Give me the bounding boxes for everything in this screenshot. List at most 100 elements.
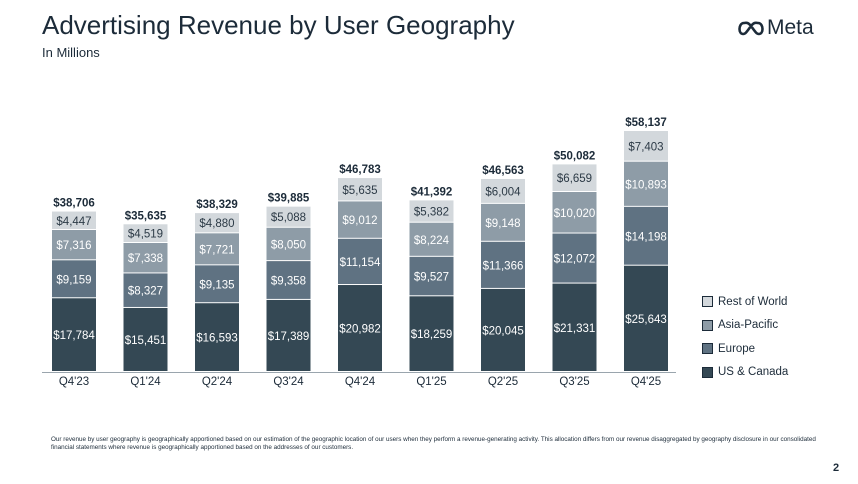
data-label: $8,050 — [271, 239, 306, 251]
legend-item: Rest of World — [702, 290, 788, 314]
data-label: $14,198 — [625, 231, 667, 243]
bar-total-label: $38,329 — [196, 199, 238, 211]
x-tick-label: Q4'25 — [631, 376, 661, 388]
bar-segment-europe — [338, 238, 382, 285]
bar-segment-rest-of-world — [624, 131, 668, 161]
bar-segment-rest-of-world — [195, 213, 239, 233]
bar-segment-europe — [195, 265, 239, 303]
data-label: $10,020 — [554, 208, 596, 220]
data-label: $12,072 — [554, 254, 596, 266]
data-label: $5,382 — [414, 207, 449, 219]
bar-segment-rest-of-world — [409, 200, 454, 222]
x-tick-label: Q4'23 — [59, 376, 89, 388]
x-tick-label: Q1'25 — [416, 376, 446, 388]
bar-segment-rest-of-world — [552, 164, 597, 191]
data-label: $21,331 — [554, 323, 596, 335]
legend-label: Asia-Pacific — [718, 319, 779, 332]
bar-segment-us-canada — [123, 307, 168, 371]
data-label: $9,135 — [199, 279, 234, 291]
bar-segment-asia-pacific — [624, 161, 668, 206]
bar-segment-europe — [266, 261, 311, 299]
bar-segment-europe — [481, 241, 525, 288]
data-label: $15,451 — [125, 335, 167, 347]
data-label: $8,224 — [414, 235, 450, 247]
data-label: $9,012 — [342, 215, 377, 227]
bar-total-label: $46,563 — [482, 165, 524, 177]
data-label: $9,358 — [271, 276, 306, 288]
data-label: $9,527 — [414, 272, 449, 284]
data-label: $4,447 — [56, 216, 91, 228]
x-tick-label: Q2'24 — [202, 376, 233, 388]
legend-swatch — [702, 296, 713, 308]
data-label: $5,635 — [342, 185, 377, 197]
bar-segment-us-canada — [409, 296, 454, 371]
bar-segment-rest-of-world — [123, 224, 168, 243]
bar-segment-asia-pacific — [123, 243, 168, 273]
data-label: $10,893 — [625, 179, 667, 191]
x-tick-label: Q4'24 — [345, 376, 376, 388]
x-tick-label: Q3'24 — [273, 376, 304, 388]
meta-logo: Meta — [738, 14, 814, 42]
data-label: $25,643 — [625, 314, 667, 326]
data-label: $6,004 — [485, 186, 521, 198]
bar-segment-asia-pacific — [409, 222, 454, 256]
data-label: $7,316 — [56, 240, 91, 252]
data-label: $9,148 — [485, 218, 520, 230]
data-label: $9,159 — [56, 274, 91, 286]
bar-total-label: $39,885 — [268, 193, 310, 205]
data-label: $8,327 — [128, 286, 163, 298]
bar-segment-asia-pacific — [52, 229, 96, 260]
bar-segment-rest-of-world — [338, 178, 382, 201]
bar-segment-asia-pacific — [481, 203, 525, 241]
legend-item: Europe — [702, 337, 788, 361]
bar-segment-europe — [52, 260, 96, 298]
bar-segment-europe — [552, 233, 597, 283]
data-label: $17,389 — [268, 331, 310, 343]
bar-segment-us-canada — [624, 265, 668, 371]
data-label: $4,519 — [128, 229, 163, 241]
bar-segment-us-canada — [195, 303, 239, 371]
legend-label: Europe — [718, 342, 756, 355]
bar-segment-us-canada — [266, 299, 311, 371]
legend-swatch — [702, 343, 713, 355]
bar-segment-rest-of-world — [52, 211, 96, 229]
footnote: Our revenue by user geography is geograp… — [51, 436, 816, 451]
bar-segment-europe — [624, 206, 668, 265]
bar-total-label: $35,635 — [125, 210, 167, 222]
meta-infinity-icon — [738, 20, 764, 35]
legend-item: US & Canada — [702, 361, 788, 385]
data-label: $18,259 — [411, 329, 453, 341]
chart-legend: Rest of World Asia-Pacific Europe US & Cana… — [702, 290, 788, 384]
bar-segment-us-canada — [52, 298, 96, 371]
bar-segment-europe — [409, 256, 454, 296]
data-label: $20,982 — [339, 324, 381, 336]
x-tick-label: Q3'25 — [559, 376, 589, 388]
bar-segment-us-canada — [338, 285, 382, 371]
bar-segment-us-canada — [552, 283, 597, 371]
bar-total-label: $58,137 — [625, 117, 667, 129]
data-label: $6,659 — [557, 173, 592, 185]
data-label: $7,338 — [128, 253, 163, 265]
bar-segment-asia-pacific — [338, 201, 382, 238]
data-label: $11,366 — [483, 260, 524, 272]
legend-label: US & Canada — [718, 366, 789, 379]
data-label: $5,088 — [271, 212, 306, 224]
page-title: Advertising Revenue by User Geography — [42, 10, 515, 40]
bar-segment-asia-pacific — [195, 233, 239, 265]
bar-segment-rest-of-world — [481, 178, 525, 203]
bar-segment-asia-pacific — [552, 192, 597, 233]
legend-swatch — [702, 319, 713, 331]
data-label: $17,784 — [53, 330, 95, 342]
bar-segment-rest-of-world — [266, 206, 311, 227]
page-number: 2 — [833, 462, 840, 474]
bar-segment-us-canada — [481, 288, 525, 371]
logo-wordmark: Meta — [767, 16, 814, 39]
data-label: $11,154 — [340, 257, 381, 269]
data-label: $7,403 — [628, 141, 663, 153]
x-tick-label: Q2'25 — [488, 376, 518, 388]
page-subtitle: In Millions — [42, 45, 100, 60]
legend-item: Asia-Pacific — [702, 314, 788, 338]
data-label: $16,593 — [196, 333, 238, 345]
x-tick-label: Q1'24 — [130, 376, 161, 388]
